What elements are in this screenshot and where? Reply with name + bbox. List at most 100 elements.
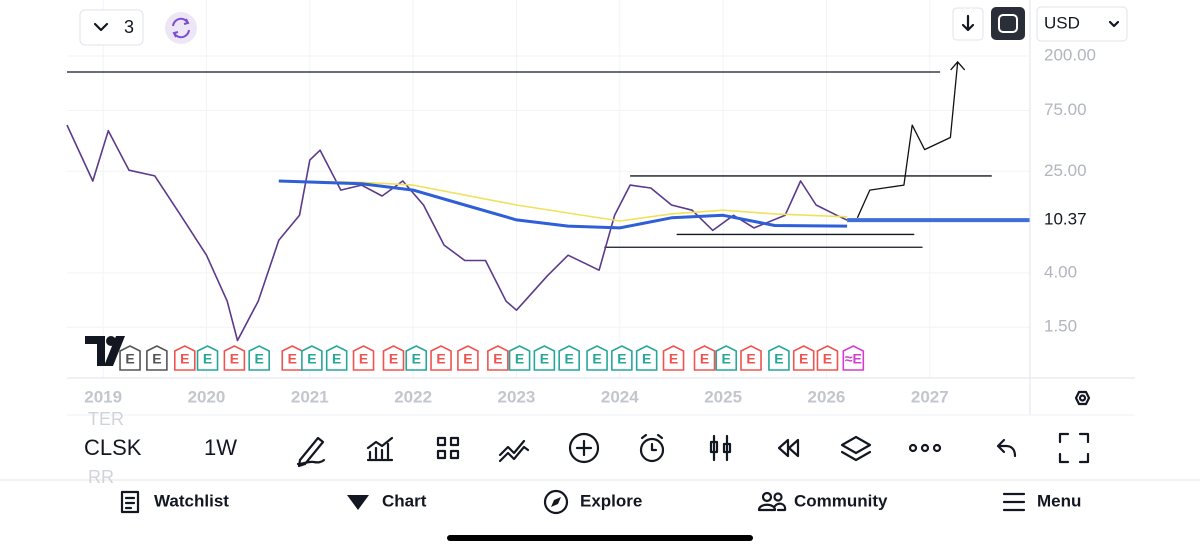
tradingview-logo xyxy=(85,336,125,366)
nav-item[interactable]: Chart xyxy=(382,491,427,510)
nav-item[interactable]: Watchlist xyxy=(154,491,229,510)
compare-icon[interactable] xyxy=(498,439,530,463)
earnings-badge xyxy=(405,345,428,371)
earnings-label: E xyxy=(746,351,755,367)
currency-dropdown[interactable] xyxy=(1036,6,1128,42)
menu-icon[interactable] xyxy=(1002,492,1026,512)
earnings-label: E xyxy=(592,351,601,367)
last-price-label: 10.37 xyxy=(1044,210,1087,229)
earnings-badge xyxy=(119,345,141,371)
expand-icon[interactable] xyxy=(1058,432,1090,464)
earnings-label: E xyxy=(493,351,502,367)
layout-dropdown[interactable] xyxy=(79,9,144,46)
earnings-badge xyxy=(792,345,815,371)
earnings-label: E xyxy=(307,351,316,367)
series-line xyxy=(66,124,848,342)
x-tick-label: 2025 xyxy=(704,387,742,406)
earnings-badge xyxy=(635,345,658,371)
earnings-label: E xyxy=(722,351,731,367)
templates-icon[interactable] xyxy=(436,436,460,460)
download-icon xyxy=(961,14,975,32)
earnings-badge xyxy=(533,345,556,371)
x-tick-label: 2020 xyxy=(188,387,226,406)
earnings-badge xyxy=(430,345,452,371)
earnings-badge xyxy=(508,345,531,371)
earnings-label: E xyxy=(152,351,161,367)
earnings-badge xyxy=(558,345,580,371)
bar-style-icon[interactable] xyxy=(709,434,732,462)
y-tick-label: 200.00 xyxy=(1044,46,1096,65)
currency: USD xyxy=(1044,13,1080,32)
earnings-label: E xyxy=(436,351,445,367)
earnings-label: E xyxy=(617,351,626,367)
pen-icon[interactable] xyxy=(296,436,326,468)
series-line xyxy=(856,61,959,219)
earnings-badge xyxy=(196,345,219,371)
earnings-label: E xyxy=(642,351,651,367)
earnings-label: E xyxy=(700,351,709,367)
earnings-badge xyxy=(223,345,246,371)
replay-icon[interactable] xyxy=(777,438,800,458)
earnings-label: E xyxy=(255,351,264,367)
x-tick-label: 2027 xyxy=(911,387,949,406)
symbol[interactable]: CLSK xyxy=(84,435,142,460)
explore-icon[interactable] xyxy=(543,489,569,515)
x-tick-label: 2019 xyxy=(84,387,122,406)
community-icon[interactable] xyxy=(761,491,773,503)
background-label: TER xyxy=(88,409,124,429)
chevron-icon xyxy=(93,22,109,32)
x-tick-label: 2024 xyxy=(601,387,639,406)
nav-item[interactable]: Menu xyxy=(1037,491,1081,510)
earnings-badge xyxy=(301,345,323,371)
interval[interactable]: 1W xyxy=(204,435,237,460)
nav-item[interactable]: Community xyxy=(794,491,888,510)
chart-icon[interactable] xyxy=(347,495,369,510)
y-tick-label: 1.50 xyxy=(1044,317,1077,336)
earnings-label: E xyxy=(180,351,189,367)
x-tick-label: 2023 xyxy=(498,387,536,406)
earnings-badge xyxy=(173,345,196,371)
earnings-badge xyxy=(352,345,375,371)
fullscreen-icon xyxy=(998,14,1018,33)
sync-button[interactable] xyxy=(165,12,197,44)
earnings-label: E xyxy=(288,351,297,367)
background-label: RR xyxy=(88,467,114,487)
series-line xyxy=(278,179,848,230)
alert-icon[interactable] xyxy=(639,437,665,463)
earnings-label: E xyxy=(799,351,808,367)
earnings-badge xyxy=(816,345,839,371)
indicators-icon[interactable] xyxy=(366,436,394,462)
y-tick-label: 25.00 xyxy=(1044,161,1087,180)
y-tick-label: 75.00 xyxy=(1044,100,1087,119)
earnings-label: E xyxy=(463,351,472,367)
earnings-badge xyxy=(768,345,790,371)
add-icon[interactable] xyxy=(568,432,600,464)
sync-icon xyxy=(172,17,190,39)
fullscreen-button[interactable] xyxy=(991,7,1025,40)
earnings-badge xyxy=(715,345,738,371)
earnings-label: E xyxy=(332,351,341,367)
earnings-badge xyxy=(325,345,348,371)
earnings-label: E xyxy=(515,351,524,367)
undo-icon[interactable] xyxy=(996,438,1017,458)
more-icon[interactable] xyxy=(908,443,918,453)
earnings-badge xyxy=(740,345,762,371)
earnings-badge xyxy=(611,345,633,371)
home-indicator xyxy=(447,535,753,541)
last-price-box xyxy=(1034,208,1102,233)
arrowhead xyxy=(950,60,966,71)
bottom-nav: Watchlist Chart Explore Community Menu xyxy=(120,489,1081,515)
watchlist-icon[interactable] xyxy=(120,490,140,514)
layers-icon[interactable] xyxy=(840,435,872,462)
earnings-label: ≈E xyxy=(845,351,862,367)
earnings-badge xyxy=(662,345,685,371)
settings-icon[interactable] xyxy=(1074,390,1091,406)
plot-area xyxy=(66,0,1030,378)
nav-item[interactable]: Explore xyxy=(580,491,642,510)
drawing-tools xyxy=(296,432,1090,468)
earnings-badge xyxy=(146,345,168,371)
earnings-label: E xyxy=(412,351,421,367)
earnings-badge xyxy=(842,345,865,371)
